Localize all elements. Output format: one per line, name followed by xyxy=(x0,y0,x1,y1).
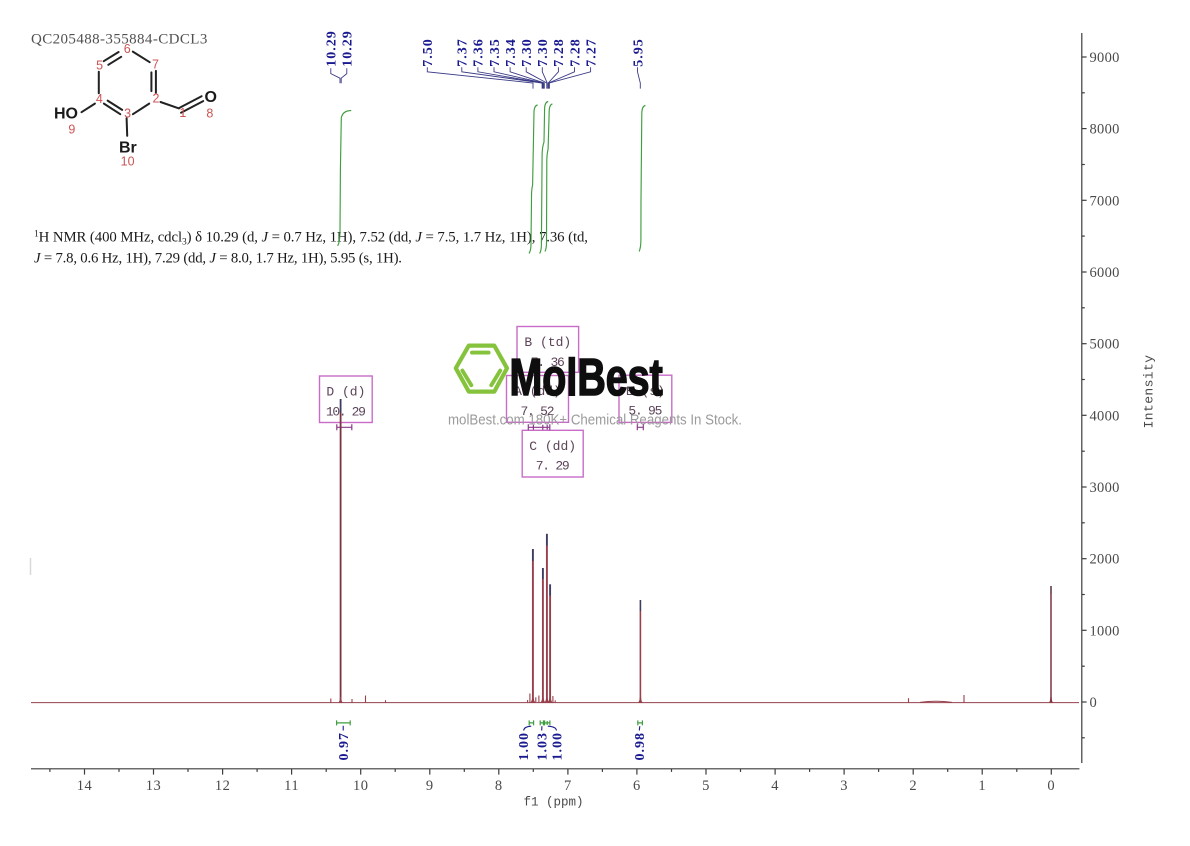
svg-text:1.03: 1.03 xyxy=(535,732,550,761)
svg-text:10.29: 10.29 xyxy=(341,30,356,67)
svg-text:5: 5 xyxy=(96,58,103,72)
svg-text:6: 6 xyxy=(124,42,131,56)
svg-text:10: 10 xyxy=(121,155,135,169)
svg-text:MolBest: MolBest xyxy=(510,348,663,407)
svg-text:E (s): E (s) xyxy=(626,384,665,399)
svg-text:7.28: 7.28 xyxy=(552,38,567,67)
svg-text:7.30: 7.30 xyxy=(520,38,535,67)
svg-text:9: 9 xyxy=(426,778,434,794)
svg-text:7.34: 7.34 xyxy=(504,38,519,67)
svg-text:7: 7 xyxy=(152,58,159,72)
svg-text:2: 2 xyxy=(153,91,160,105)
svg-text:O: O xyxy=(205,89,217,106)
svg-text:C (dd): C (dd) xyxy=(529,439,576,454)
svg-text:4: 4 xyxy=(96,92,103,106)
svg-text:f1 (ppm): f1 (ppm) xyxy=(523,796,583,810)
svg-text:D (d): D (d) xyxy=(326,385,365,400)
svg-text:8: 8 xyxy=(206,106,213,120)
svg-text:7. 52: 7. 52 xyxy=(521,404,555,419)
svg-text:0: 0 xyxy=(1090,695,1098,711)
svg-text:8000: 8000 xyxy=(1090,122,1120,138)
svg-text:Br: Br xyxy=(119,140,137,157)
svg-text:7: 7 xyxy=(564,778,572,794)
svg-text:13: 13 xyxy=(146,778,162,794)
svg-text:14: 14 xyxy=(77,778,93,794)
svg-text:2000: 2000 xyxy=(1090,552,1120,568)
svg-text:7.36: 7.36 xyxy=(472,38,487,67)
svg-text:11: 11 xyxy=(284,778,299,794)
svg-text:10.29: 10.29 xyxy=(325,30,340,67)
svg-text:1.00: 1.00 xyxy=(551,732,566,761)
svg-text:6000: 6000 xyxy=(1090,265,1120,281)
svg-text:5. 95: 5. 95 xyxy=(628,404,662,419)
svg-text:9: 9 xyxy=(68,123,75,137)
svg-text:7.28: 7.28 xyxy=(568,38,583,67)
svg-text:5.95: 5.95 xyxy=(631,38,646,67)
svg-text:A (dd): A (dd) xyxy=(514,384,561,399)
svg-text:1: 1 xyxy=(978,778,986,794)
svg-text:7.50: 7.50 xyxy=(421,38,436,67)
svg-text:5: 5 xyxy=(702,778,710,794)
svg-text:HO: HO xyxy=(54,106,78,123)
svg-text:7.35: 7.35 xyxy=(488,38,503,67)
svg-text:7.37: 7.37 xyxy=(456,38,471,67)
svg-text:0.97: 0.97 xyxy=(337,732,352,761)
svg-text:molBest.com 180K+ Chemical Rea: molBest.com 180K+ Chemical Reagents In S… xyxy=(448,413,742,429)
svg-text:4000: 4000 xyxy=(1090,408,1120,424)
svg-text:1: 1 xyxy=(179,106,186,120)
svg-text:2: 2 xyxy=(909,778,917,794)
svg-text:1H NMR (400 MHz, cdcl3) δ 10.2: 1H NMR (400 MHz, cdcl3) δ 10.29 (d, J = … xyxy=(34,230,588,248)
svg-text:4: 4 xyxy=(771,778,779,794)
svg-text:7. 36: 7. 36 xyxy=(531,355,565,370)
svg-text:7.30: 7.30 xyxy=(536,38,551,67)
svg-text:3: 3 xyxy=(124,106,131,120)
svg-text:5000: 5000 xyxy=(1090,337,1120,353)
svg-text:0: 0 xyxy=(1047,778,1055,794)
svg-text:3: 3 xyxy=(840,778,848,794)
svg-text:8: 8 xyxy=(495,778,503,794)
svg-text:7.27: 7.27 xyxy=(584,38,599,67)
svg-text:QC205488-355884-CDCL3: QC205488-355884-CDCL3 xyxy=(31,32,208,48)
svg-text:0.98: 0.98 xyxy=(633,732,648,761)
svg-text:Intensity: Intensity xyxy=(1142,355,1157,429)
svg-text:J = 7.8, 0.6 Hz, 1H), 7.29 (dd: J = 7.8, 0.6 Hz, 1H), 7.29 (dd, J = 8.0,… xyxy=(34,251,402,267)
svg-text:3000: 3000 xyxy=(1090,480,1120,496)
svg-text:9000: 9000 xyxy=(1090,50,1120,66)
svg-text:10. 29: 10. 29 xyxy=(326,404,366,419)
svg-text:7. 29: 7. 29 xyxy=(536,459,570,474)
svg-text:1000: 1000 xyxy=(1090,623,1120,639)
svg-text:B (td): B (td) xyxy=(524,335,571,350)
svg-text:12: 12 xyxy=(215,778,231,794)
svg-text:1.00: 1.00 xyxy=(517,732,532,761)
svg-text:7000: 7000 xyxy=(1090,193,1120,209)
svg-text:10: 10 xyxy=(353,778,369,794)
svg-text:6: 6 xyxy=(633,778,641,794)
